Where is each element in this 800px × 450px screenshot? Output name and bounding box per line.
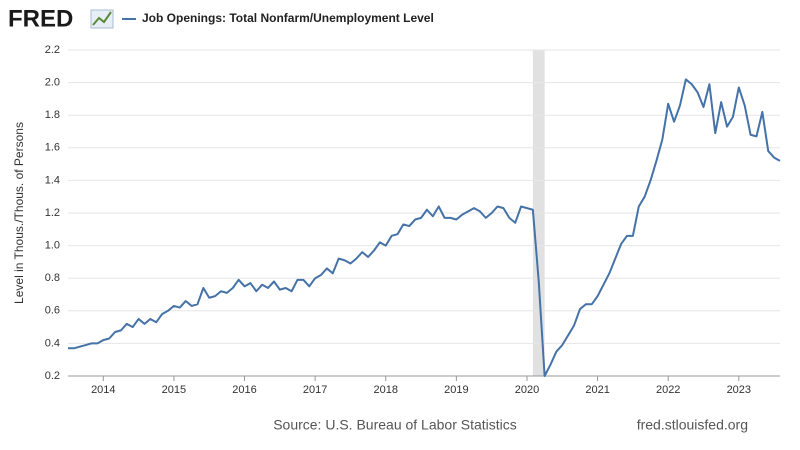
x-tick-label: 2014 xyxy=(91,384,115,396)
x-tick-label: 2018 xyxy=(374,384,398,396)
logo-icon xyxy=(90,9,114,29)
y-tick-label: 1.2 xyxy=(45,207,60,219)
legend-label: Job Openings: Total Nonfarm/Unemployment… xyxy=(142,11,434,25)
y-axis-label: Level in Thous./Thous. of Persons xyxy=(12,122,26,304)
x-tick-label: 2019 xyxy=(444,384,468,396)
y-tick-label: 0.8 xyxy=(45,272,60,284)
logo: FRED xyxy=(8,5,73,32)
y-tick-label: 0.4 xyxy=(45,337,60,349)
y-tick-label: 1.8 xyxy=(45,109,60,121)
x-tick-label: 2017 xyxy=(303,384,327,396)
x-tick-label: 2022 xyxy=(656,384,680,396)
site-link[interactable]: fred.stlouisfed.org xyxy=(637,417,748,433)
y-tick-label: 1.4 xyxy=(45,174,60,186)
x-tick-label: 2016 xyxy=(232,384,256,396)
x-tick-label: 2020 xyxy=(515,384,539,396)
y-tick-label: 2.0 xyxy=(45,77,60,89)
x-tick-label: 2023 xyxy=(727,384,751,396)
y-tick-label: 0.2 xyxy=(45,370,60,382)
y-tick-label: 0.6 xyxy=(45,305,60,317)
y-tick-label: 1.0 xyxy=(45,240,60,252)
y-tick-label: 2.2 xyxy=(45,44,60,56)
x-tick-label: 2021 xyxy=(585,384,609,396)
x-tick-label: 2015 xyxy=(162,384,186,396)
data-line xyxy=(68,78,781,377)
y-tick-label: 1.6 xyxy=(45,142,60,154)
source: Source: U.S. Bureau of Labor Statistics xyxy=(273,417,517,433)
